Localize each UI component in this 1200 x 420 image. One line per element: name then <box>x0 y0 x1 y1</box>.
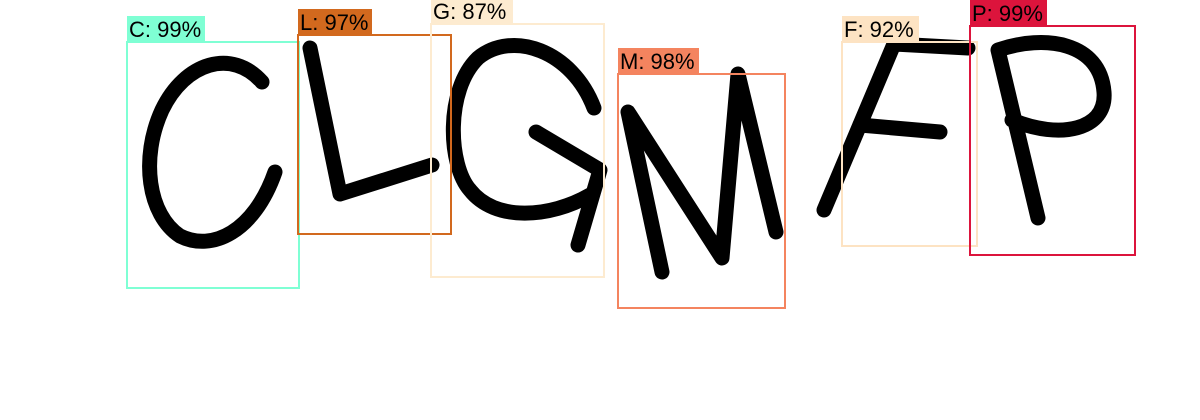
detection-label-bg-p <box>970 0 1047 26</box>
detection-box-p <box>969 25 1136 256</box>
detection-label-m: M: 98% <box>620 49 695 74</box>
letter-p-stroke <box>990 35 1112 226</box>
letter-g-bar-stroke <box>528 124 608 253</box>
detection-label-bg-g <box>431 0 513 24</box>
detection-label-bg-f <box>842 16 919 42</box>
letter-l-stroke <box>302 40 440 202</box>
letter-g-stroke <box>445 38 602 221</box>
detection-label-p: P: 99% <box>972 1 1043 26</box>
captcha-letters <box>142 35 1112 280</box>
detection-box-l <box>297 34 452 235</box>
letter-m-stroke <box>620 66 784 280</box>
detection-label-bg-l <box>298 9 372 35</box>
detection-box-f <box>841 41 978 247</box>
letter-c-stroke <box>142 55 283 249</box>
detection-label-f: F: 92% <box>844 17 914 42</box>
detection-box-m <box>617 73 786 309</box>
letter-f-stroke <box>816 36 976 218</box>
detection-boxes: C: 99% L: 97% G: 87% M: 98% F: 92% P: 99% <box>126 0 1136 309</box>
detection-label-l: L: 97% <box>300 10 369 35</box>
detection-label-c: C: 99% <box>129 17 201 42</box>
detection-label-bg-c <box>127 16 205 42</box>
detection-box-g <box>430 23 605 278</box>
detection-label-bg-m <box>618 48 699 74</box>
letter-f-bar-stroke <box>852 117 948 140</box>
detection-label-g: G: 87% <box>433 0 506 24</box>
